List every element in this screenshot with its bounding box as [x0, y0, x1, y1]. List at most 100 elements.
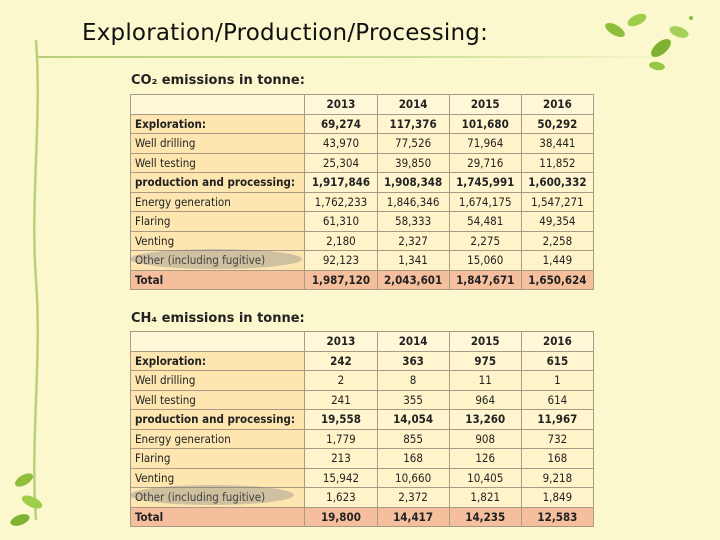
- cell-value: 61,310: [304, 211, 378, 232]
- row-label: Exploration:: [129, 350, 306, 371]
- cell-value: 14,235: [448, 506, 522, 527]
- row-label: Total: [129, 269, 306, 290]
- cell-value: 13,260: [448, 409, 522, 430]
- row-label: Well testing: [129, 389, 306, 410]
- co2-table: 2013 2014 2015 2016 Exploration: 69,274 …: [129, 94, 595, 290]
- cell-value: 38,441: [520, 133, 595, 154]
- row-label: Flaring: [129, 448, 306, 469]
- cell-value: 11,967: [520, 409, 595, 430]
- row-label: Venting: [129, 230, 306, 251]
- cell-value: 168: [376, 448, 450, 469]
- cell-value: 2,275: [448, 230, 522, 251]
- cell-value: 614: [520, 389, 595, 410]
- year-header: 2015: [448, 331, 522, 352]
- table-row: Flaring 213 168 126 168: [129, 448, 595, 469]
- row-label: Well testing: [129, 152, 306, 173]
- cell-value: 355: [376, 389, 450, 410]
- year-header: 2016: [520, 331, 595, 352]
- cell-value: 1,650,624: [520, 269, 595, 290]
- slide-title: Exploration/Production/Processing:: [82, 20, 489, 46]
- cell-value: 29,716: [448, 152, 522, 173]
- cell-value: 1,547,271: [520, 191, 595, 212]
- cell-value: 855: [376, 428, 450, 449]
- year-header: 2013: [304, 94, 378, 115]
- cell-value: 2,180: [304, 230, 378, 251]
- cell-value: 77,526: [376, 133, 450, 154]
- cell-value: 1,623: [304, 487, 378, 508]
- cell-value: 1,846,346: [376, 191, 450, 212]
- cell-value: 1,779: [304, 428, 378, 449]
- table-row: production and processing: 19,558 14,054…: [129, 409, 595, 430]
- cell-value: 1,674,175: [448, 191, 522, 212]
- year-header: 2014: [376, 331, 450, 352]
- cell-value: 15,060: [448, 250, 522, 271]
- cell-value: 1,821: [448, 487, 522, 508]
- cell-value: 908: [448, 428, 522, 449]
- cell-value: 242: [304, 350, 378, 371]
- table-row: Well drilling 43,970 77,526 71,964 38,44…: [129, 133, 595, 154]
- cell-value: 69,274: [304, 113, 378, 134]
- leaves-decoration-icon: [605, 13, 693, 71]
- leaves-decoration-icon: [10, 473, 43, 526]
- cell-value: 54,481: [448, 211, 522, 232]
- year-header: 2015: [448, 94, 522, 115]
- row-label: Exploration:: [129, 113, 306, 134]
- cell-value: 2: [304, 370, 378, 391]
- cell-value: 14,417: [376, 506, 450, 527]
- row-label: Flaring: [129, 211, 306, 232]
- year-header: 2014: [376, 94, 450, 115]
- table-row-total: Total 1,987,120 2,043,601 1,847,671 1,65…: [129, 269, 595, 290]
- cell-value: 615: [520, 350, 595, 371]
- row-label: Energy generation: [129, 428, 306, 449]
- cell-value: 213: [304, 448, 378, 469]
- row-label: production and processing:: [129, 172, 306, 193]
- cell-value: 92,123: [304, 250, 378, 271]
- table-row: production and processing: 1,917,846 1,9…: [129, 172, 595, 193]
- cell-value: 1,847,671: [448, 269, 522, 290]
- cell-value: 50,292: [520, 113, 595, 134]
- ch4-table: 2013 2014 2015 2016 Exploration: 242 363…: [129, 331, 595, 527]
- cell-value: 49,354: [520, 211, 595, 232]
- year-header: 2013: [304, 331, 378, 352]
- row-label: Other (including fugitive): [129, 487, 306, 508]
- cell-value: 58,333: [376, 211, 450, 232]
- row-label: Total: [129, 506, 306, 527]
- table-header-row: 2013 2014 2015 2016: [129, 94, 595, 115]
- cell-value: 8: [376, 370, 450, 391]
- table-row: Venting 15,942 10,660 10,405 9,218: [129, 467, 595, 488]
- table-row: Well drilling 2 8 11 1: [129, 370, 595, 391]
- cell-value: 10,405: [448, 467, 522, 488]
- cell-value: 1,341: [376, 250, 450, 271]
- cell-value: 12,583: [520, 506, 595, 527]
- cell-value: 1,449: [520, 250, 595, 271]
- cell-value: 11: [448, 370, 522, 391]
- table-row: Flaring 61,310 58,333 54,481 49,354: [129, 211, 595, 232]
- cell-value: 1,917,846: [304, 172, 378, 193]
- year-header: 2016: [520, 94, 595, 115]
- cell-value: 2,043,601: [376, 269, 450, 290]
- cell-value: 43,970: [304, 133, 378, 154]
- ch4-heading: CH₄ emissions in tonne:: [131, 311, 305, 326]
- cell-value: 25,304: [304, 152, 378, 173]
- cell-value: 101,680: [448, 113, 522, 134]
- cell-value: 11,852: [520, 152, 595, 173]
- cell-value: 15,942: [304, 467, 378, 488]
- cell-value: 19,800: [304, 506, 378, 527]
- table-row: Other (including fugitive) 92,123 1,341 …: [129, 250, 595, 271]
- cell-value: 1,849: [520, 487, 595, 508]
- table-row: Well testing 25,304 39,850 29,716 11,852: [129, 152, 595, 173]
- table-row: Venting 2,180 2,327 2,275 2,258: [129, 230, 595, 251]
- cell-value: 1: [520, 370, 595, 391]
- row-label: Well drilling: [129, 370, 306, 391]
- co2-heading: CO₂ emissions in tonne:: [131, 73, 305, 88]
- cell-value: 1,745,991: [448, 172, 522, 193]
- cell-value: 14,054: [376, 409, 450, 430]
- cell-value: 19,558: [304, 409, 378, 430]
- row-label: Well drilling: [129, 133, 306, 154]
- decorative-vine-icon: [33, 40, 39, 520]
- cell-value: 71,964: [448, 133, 522, 154]
- title-underline: [38, 56, 678, 58]
- header-blank: [129, 331, 306, 352]
- row-label: Venting: [129, 467, 306, 488]
- cell-value: 2,258: [520, 230, 595, 251]
